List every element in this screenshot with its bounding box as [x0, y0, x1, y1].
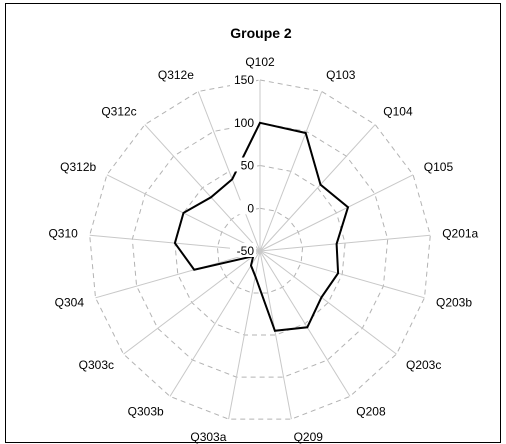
- series-line: [173, 121, 350, 332]
- spoke-q105: [259, 174, 414, 252]
- data-point-q203c: [320, 296, 323, 299]
- category-label-q203c: Q203c: [406, 358, 441, 372]
- spoke-q209: [259, 250, 292, 420]
- chart-title: Groupe 2: [230, 25, 292, 41]
- tick-label-bg: [230, 72, 256, 86]
- tick-label-bg: [230, 243, 256, 257]
- category-label-q209: Q209: [294, 430, 324, 444]
- data-point-q105: [347, 206, 349, 208]
- spoke-q312c: [144, 124, 261, 252]
- data-point-q209: [274, 330, 276, 332]
- tick-label: 150: [234, 73, 254, 87]
- gridline-ring: [174, 164, 346, 336]
- data-point-q103: [304, 132, 307, 134]
- category-label-q310: Q310: [48, 227, 78, 241]
- chart-frame: Groupe 2 -50 0 50 100 150 Q102 Q103 Q104 Q105 Q2…: [5, 3, 501, 444]
- tick-label: 100: [234, 116, 254, 130]
- data-point-q304: [193, 268, 195, 271]
- data-point-q104: [319, 183, 322, 186]
- spoke-q303a: [228, 250, 261, 420]
- data-point-q102: [259, 122, 261, 124]
- data-point-q312e: [231, 178, 233, 180]
- data-point-q312c: [210, 196, 212, 199]
- category-label-q303b: Q303b: [128, 405, 164, 419]
- category-label-layer: Q102 Q103 Q104 Q105 Q201a Q203b Q203c Q208 Q209 Q…: [48, 55, 478, 444]
- category-label-q105: Q105: [424, 160, 454, 174]
- tick-layer: -50 0 50 100 150: [230, 72, 256, 258]
- category-label-q304: Q304: [55, 296, 85, 310]
- spoke-q303b: [169, 250, 261, 397]
- spoke-q103: [259, 91, 323, 252]
- spoke-q303c: [123, 250, 261, 355]
- tick-label-bg: [230, 157, 256, 172]
- category-label-q104: Q104: [383, 104, 413, 118]
- grid-layer: [89, 79, 431, 420]
- tick-label: 50: [241, 159, 255, 173]
- category-label-q103: Q103: [326, 68, 356, 82]
- tick-label-bg: [230, 200, 256, 215]
- category-label-q312b: Q312b: [60, 160, 96, 174]
- category-label-q203b: Q203b: [436, 296, 472, 310]
- spoke-layer: [89, 80, 431, 420]
- spoke-q201a: [259, 234, 431, 252]
- category-label-q208: Q208: [356, 405, 386, 419]
- spoke-q312e: [197, 91, 261, 252]
- radar-chart: Groupe 2 -50 0 50 100 150 Q102 Q103 Q104 Q105 Q2…: [48, 25, 478, 444]
- gridline-ring: [131, 122, 389, 378]
- category-label-q201a: Q201a: [442, 227, 478, 241]
- tick-label-bg: [230, 114, 256, 129]
- data-point-q312b: [182, 212, 185, 214]
- category-label-q312e: Q312e: [158, 68, 194, 82]
- category-label-q303a: Q303a: [190, 430, 226, 444]
- data-point-q303b: [250, 264, 252, 267]
- category-label-q303c: Q303c: [79, 358, 114, 372]
- gridline-ring: [89, 79, 431, 420]
- category-label-q102: Q102: [245, 55, 275, 69]
- spoke-q203c: [259, 250, 397, 355]
- data-point-q201a: [335, 243, 338, 245]
- series-layer: [173, 121, 350, 332]
- tick-label: -50: [237, 244, 255, 258]
- spoke-q203b: [259, 250, 425, 299]
- spoke-q304: [95, 250, 261, 299]
- spoke-q104: [259, 124, 376, 252]
- data-point-q310: [174, 242, 176, 244]
- spoke-q208: [259, 250, 351, 397]
- category-label-q312c: Q312c: [101, 104, 136, 118]
- data-point-q208: [306, 326, 309, 329]
- data-point-q203b: [337, 272, 339, 275]
- tick-label: 0: [247, 201, 254, 215]
- data-point-q303a: [254, 275, 257, 278]
